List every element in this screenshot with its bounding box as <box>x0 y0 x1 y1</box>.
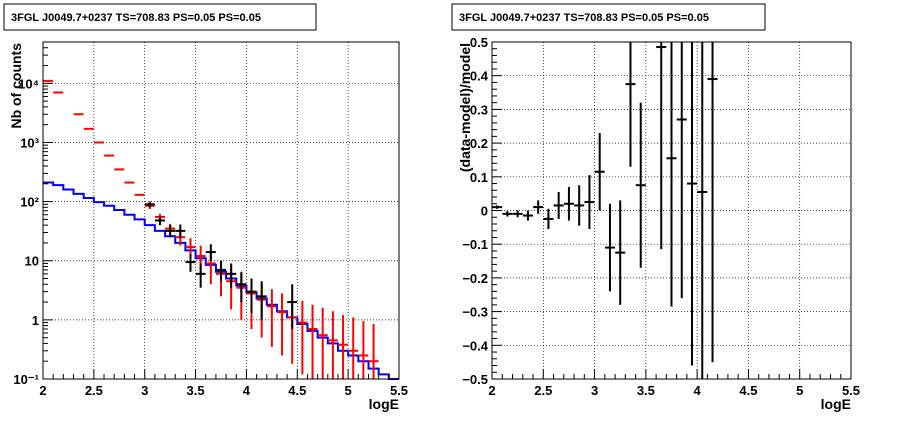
left-x-tick-label: 5 <box>345 383 352 398</box>
left-x-tick-label: 2 <box>39 383 46 398</box>
left-y-tick-label: 1 <box>32 313 39 328</box>
left-x-tick-label: 4.5 <box>288 383 306 398</box>
left-y-tick-label: 10⁻¹ <box>13 372 39 387</box>
left-x-tick-label: 3 <box>141 383 148 398</box>
right-y-tick-label: 0 <box>481 204 488 219</box>
right-y-tick-label: −0.4 <box>462 338 488 353</box>
right-x-tick-label: 3 <box>591 383 598 398</box>
left-y-tick-label: 10² <box>20 195 39 210</box>
left-frame <box>42 41 400 380</box>
right-y-tick-label: 0.1 <box>470 170 488 185</box>
right-y-ticks: −0.5 −0.4 −0.3 −0.2 −0.1 0 0.1 0.2 0.3 0.4 0.5 <box>462 35 502 387</box>
right-title-box <box>451 3 766 31</box>
left-total-model <box>43 79 379 379</box>
right-y-tick-label: −0.1 <box>462 237 488 252</box>
left-x-tick-label: 4 <box>243 383 251 398</box>
left-y-axis-label: Nb of counts <box>8 43 24 129</box>
left-title: 3FGL J0049.7+0237 TS=708.83 PS=0.05 PS=0… <box>11 12 261 24</box>
left-data-points <box>144 201 298 330</box>
right-y-tick-label: −0.5 <box>462 372 488 387</box>
right-x-tick-label: 4 <box>694 383 702 398</box>
right-x-tick-label: 4.5 <box>739 383 757 398</box>
right-title: 3FGL J0049.7+0237 TS=708.83 PS=0.05 PS=0… <box>459 12 709 24</box>
left-x-tick-label: 3.5 <box>187 383 205 398</box>
left-y-tick-label: 10³ <box>20 135 39 150</box>
left-chart: 3FGL J0049.7+0237 TS=708.83 PS=0.05 PS=0… <box>3 3 408 412</box>
right-grid <box>492 42 851 379</box>
right-y-tick-label: 0.5 <box>470 35 488 50</box>
right-y-axis-label: (data-model)/model <box>457 43 473 172</box>
right-x-tick-label: 2.5 <box>534 383 552 398</box>
left-x-axis-label: logE <box>369 396 399 412</box>
left-x-ticks: 2 2.5 3 3.5 4 4.5 5 5.5 <box>39 369 408 398</box>
left-title-box <box>3 3 317 31</box>
right-x-tick-label: 5.5 <box>842 383 860 398</box>
right-x-tick-label: 2 <box>488 383 495 398</box>
left-y-tick-label: 10⁴ <box>18 76 39 91</box>
right-y-tick-label: −0.2 <box>462 271 488 286</box>
left-x-tick-label: 2.5 <box>85 383 103 398</box>
right-x-tick-label: 3.5 <box>637 383 655 398</box>
right-y-tick-label: 0.4 <box>470 69 489 84</box>
right-x-ticks: 2 2.5 3 3.5 4 4.5 5 5.5 <box>488 369 860 398</box>
right-x-axis-label: logE <box>821 396 851 412</box>
right-chart: 3FGL J0049.7+0237 TS=708.83 PS=0.05 PS=0… <box>451 3 860 412</box>
left-y-tick-label: 10 <box>25 254 39 269</box>
left-x-tick-label: 5.5 <box>390 383 408 398</box>
right-y-tick-label: 0.3 <box>470 102 488 117</box>
right-x-tick-label: 5 <box>796 383 803 398</box>
right-y-tick-label: 0.2 <box>470 136 488 151</box>
left-grid <box>43 42 399 379</box>
left-y-ticks: 10⁻¹ 1 10 10² 10³ 10⁴ <box>13 41 53 387</box>
right-y-tick-label: −0.3 <box>462 305 488 320</box>
right-residual-points <box>492 42 718 379</box>
